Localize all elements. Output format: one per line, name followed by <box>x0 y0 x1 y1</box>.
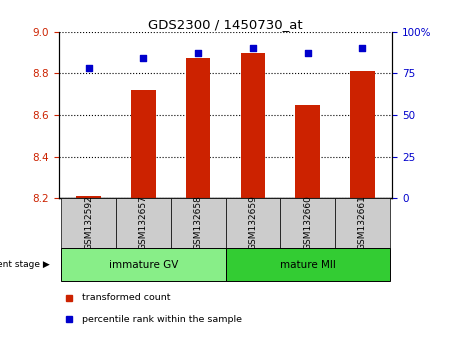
FancyBboxPatch shape <box>280 198 335 248</box>
Point <box>249 46 257 51</box>
FancyBboxPatch shape <box>226 198 280 248</box>
Bar <box>186 58 211 198</box>
Text: development stage ▶: development stage ▶ <box>0 260 50 269</box>
Text: GSM132661: GSM132661 <box>358 195 367 251</box>
Text: transformed count: transformed count <box>82 293 170 302</box>
Text: immature GV: immature GV <box>109 259 178 270</box>
Bar <box>350 72 375 198</box>
FancyBboxPatch shape <box>61 198 116 248</box>
Text: GSM132592: GSM132592 <box>84 196 93 250</box>
Bar <box>76 196 101 198</box>
Text: GSM132658: GSM132658 <box>193 195 202 251</box>
FancyBboxPatch shape <box>171 198 226 248</box>
Text: GSM132657: GSM132657 <box>139 195 148 251</box>
Title: GDS2300 / 1450730_at: GDS2300 / 1450730_at <box>148 18 303 31</box>
Point <box>85 65 92 71</box>
Text: percentile rank within the sample: percentile rank within the sample <box>82 315 242 324</box>
Text: GSM132659: GSM132659 <box>249 195 258 251</box>
Bar <box>131 90 156 198</box>
Point <box>194 51 202 56</box>
Text: GSM132660: GSM132660 <box>303 195 312 251</box>
FancyBboxPatch shape <box>116 198 171 248</box>
FancyBboxPatch shape <box>226 249 390 281</box>
FancyBboxPatch shape <box>61 249 226 281</box>
Text: mature MII: mature MII <box>280 259 336 270</box>
FancyBboxPatch shape <box>335 198 390 248</box>
Bar <box>240 53 265 198</box>
Bar <box>295 105 320 198</box>
Point <box>140 56 147 61</box>
Point <box>304 51 311 56</box>
Point <box>359 46 366 51</box>
